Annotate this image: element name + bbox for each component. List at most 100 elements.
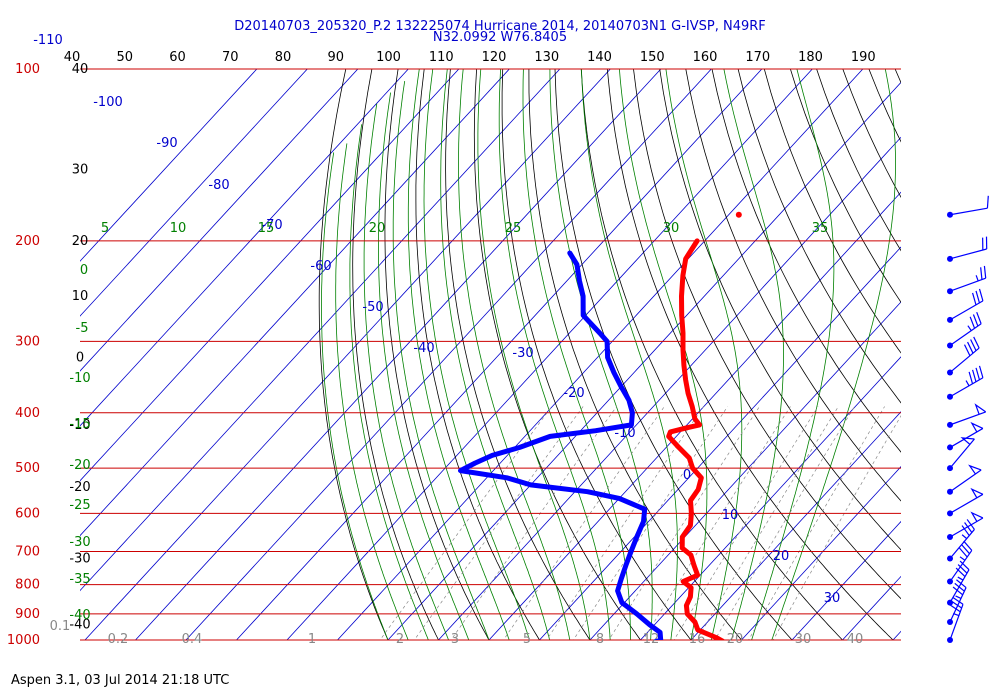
wind-barb-feather [967, 341, 974, 354]
wind-barb-feather [980, 267, 983, 280]
wind-barb-feather [957, 564, 968, 574]
dry-adiabat-line [659, 69, 901, 551]
wind-barb-feather [972, 369, 977, 382]
dry-adiabat-line [974, 69, 1000, 652]
isotherm-line [84, 69, 611, 640]
isotherm-line [437, 136, 901, 640]
mixing-ratio-label: 8 [596, 632, 604, 647]
isotherm-label: -70 [261, 218, 282, 233]
wind-barb-staff [949, 277, 986, 292]
moist-adiabat-line [723, 69, 784, 640]
moist-adiabat-line [423, 69, 530, 640]
dry-adiabat-line [352, 69, 439, 640]
moist-adiabat-line [392, 81, 490, 640]
mixing-ratio-label: 0.4 [182, 632, 203, 647]
wind-barb-feather [978, 288, 984, 302]
wind-barb-feather [972, 314, 979, 327]
height-label: 40 [72, 62, 89, 77]
dry-adiabat-line [947, 69, 1000, 652]
mixing-ratio-line [608, 406, 760, 640]
dry-adiabat-line [894, 69, 901, 84]
wind-barb-flag [970, 487, 984, 499]
height-label: -40 [69, 618, 90, 633]
wind-barb-flag [968, 464, 982, 475]
isotherm-line [892, 630, 901, 640]
dry-adiabat-line [711, 69, 901, 453]
moist-adiabat-line [581, 69, 678, 640]
wind-barb [947, 236, 988, 262]
wind-barb-feather [963, 540, 973, 551]
isotherm-label: -110 [33, 33, 63, 48]
wind-barb [947, 540, 973, 585]
wind-barb-feather [969, 316, 976, 329]
wind-barbs [947, 195, 989, 643]
wind-barb-staff [949, 377, 984, 398]
pressure-tick-label: 700 [15, 545, 40, 560]
top-axis-tick-label: 190 [851, 50, 876, 65]
moist-adiabat-line [335, 143, 409, 640]
isotherm-label: 20 [773, 549, 790, 564]
wind-barb [947, 311, 982, 349]
wind-barb-feather [970, 339, 977, 351]
moist-adiabat-label: -15 [69, 417, 90, 432]
moist-adiabat-line [440, 69, 550, 640]
isobar-lines [80, 68, 901, 641]
moist-adiabat-label: 10 [170, 221, 187, 236]
moist-adiabat-label: -20 [69, 458, 90, 473]
top-axis-tick-label: 50 [116, 50, 133, 65]
wind-barb [947, 596, 964, 643]
dry-adiabat-line [528, 69, 743, 640]
wind-barb-staff [949, 347, 980, 373]
wind-barb-feather [951, 600, 962, 609]
isotherm-label: 0 [683, 468, 691, 483]
pressure-tick-label: 400 [15, 406, 40, 421]
top-axis-tick-label: 40 [64, 50, 81, 65]
wind-barb [947, 265, 987, 295]
top-axis-tick-label: 150 [640, 50, 665, 65]
isotherm-line [80, 69, 359, 372]
wind-barb [947, 579, 967, 626]
pressure-tick-label: 300 [15, 334, 40, 349]
pressure-tick-label: 900 [15, 607, 40, 622]
wind-barb [947, 365, 984, 400]
isotherm-line [286, 69, 813, 640]
wind-barb-staff [949, 411, 986, 426]
wind-barb-feather [975, 367, 981, 380]
top-axis-tick-label: 110 [429, 50, 454, 65]
moist-adiabat-line [363, 103, 449, 640]
top-axis-tick-label: 180 [798, 50, 823, 65]
moist-adiabat-label: 35 [812, 221, 829, 236]
isotherm-label: -100 [93, 95, 123, 110]
top-axis-tick-label: 70 [222, 50, 239, 65]
mixing-ratio-line [546, 406, 704, 640]
wind-barb-feather [986, 195, 989, 209]
dry-adiabat-line [554, 69, 793, 640]
chart-subtitle: N32.0992 W76.8405 [432, 30, 568, 45]
wind-barb-flag [970, 421, 984, 433]
wind-barb-feather [972, 292, 977, 306]
isotherm-label: -40 [413, 341, 434, 356]
wind-barb-staff [949, 493, 984, 514]
mixing-ratio-label: 0.2 [108, 632, 129, 647]
wind-barb-feather [958, 547, 968, 558]
height-label: -30 [69, 552, 90, 567]
wind-barb-feather [961, 525, 970, 536]
isotherm-line [791, 520, 901, 640]
isotherm-label: -80 [208, 178, 229, 193]
temperature-point [735, 211, 742, 218]
moist-adiabat-line [522, 69, 631, 640]
isotherm-line [80, 69, 258, 262]
wind-barb-feather [966, 519, 975, 530]
moist-adiabat-label: 30 [663, 221, 680, 236]
wind-barb-half-feather [975, 275, 979, 282]
top-axis-tick-label: 170 [745, 50, 770, 65]
isotherm-line [80, 69, 510, 537]
mixing-ratio-label: 12 [643, 632, 660, 647]
pressure-tick-label: 500 [15, 461, 40, 476]
moist-adiabat-line [619, 69, 708, 640]
wind-barb-feather [949, 604, 961, 613]
mixing-ratio-label: 5 [523, 632, 531, 647]
mixing-ratio-line [673, 406, 819, 640]
wind-barb-staff [949, 517, 984, 538]
wind-barb-half-feather [967, 325, 972, 331]
